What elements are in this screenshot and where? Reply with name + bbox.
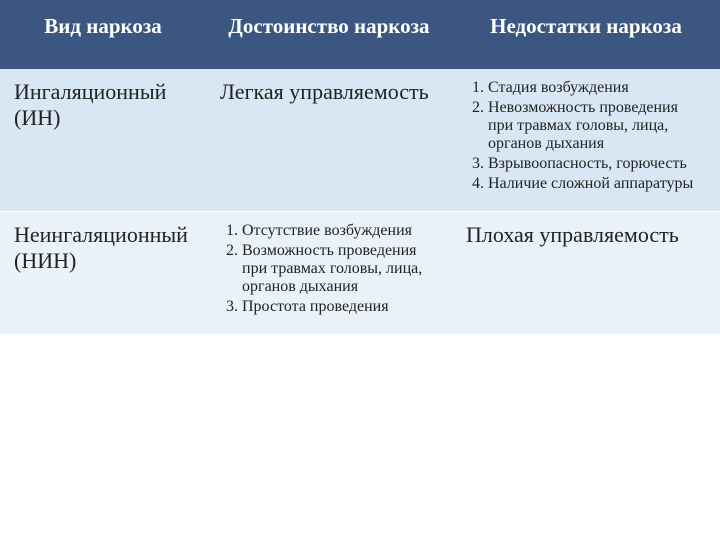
list-item: Возможность проведения при травмах голов… (242, 242, 438, 296)
cell-list: Стадия возбуждения Невозможность проведен… (466, 79, 706, 193)
header-disadvantages: Недостатки наркоза (452, 0, 720, 69)
cell-disadvantages: Стадия возбуждения Невозможность проведен… (452, 69, 720, 212)
table-row: Неингаляционный (НИН) Отсутствие возбужд… (0, 212, 720, 335)
cell-type: Ингаляционный (ИН) (0, 69, 206, 212)
cell-text: Легкая управляемость (220, 79, 429, 104)
list-item: Наличие сложной аппаратуры (488, 175, 706, 193)
header-type: Вид наркоза (0, 0, 206, 69)
cell-advantages: Отсутствие возбуждения Возможность провед… (206, 212, 452, 335)
cell-type: Неингаляционный (НИН) (0, 212, 206, 335)
anesthesia-table: Вид наркоза Достоинство наркоза Недостат… (0, 0, 720, 334)
type-label: Ингаляционный (ИН) (14, 79, 192, 131)
list-item: Невозможность проведения при травмах гол… (488, 99, 706, 153)
list-item: Простота проведения (242, 298, 438, 316)
table-header-row: Вид наркоза Достоинство наркоза Недостат… (0, 0, 720, 69)
list-item: Отсутствие возбуждения (242, 222, 438, 240)
list-item: Стадия возбуждения (488, 79, 706, 97)
list-item: Взрывоопасность, горючесть (488, 155, 706, 173)
cell-disadvantages: Плохая управляемость (452, 212, 720, 335)
type-label: Неингаляционный (НИН) (14, 222, 192, 274)
cell-advantages: Легкая управляемость (206, 69, 452, 212)
cell-text: Плохая управляемость (466, 222, 679, 247)
table-row: Ингаляционный (ИН) Легкая управляемость … (0, 69, 720, 212)
header-advantages: Достоинство наркоза (206, 0, 452, 69)
cell-list: Отсутствие возбуждения Возможность провед… (220, 222, 438, 316)
